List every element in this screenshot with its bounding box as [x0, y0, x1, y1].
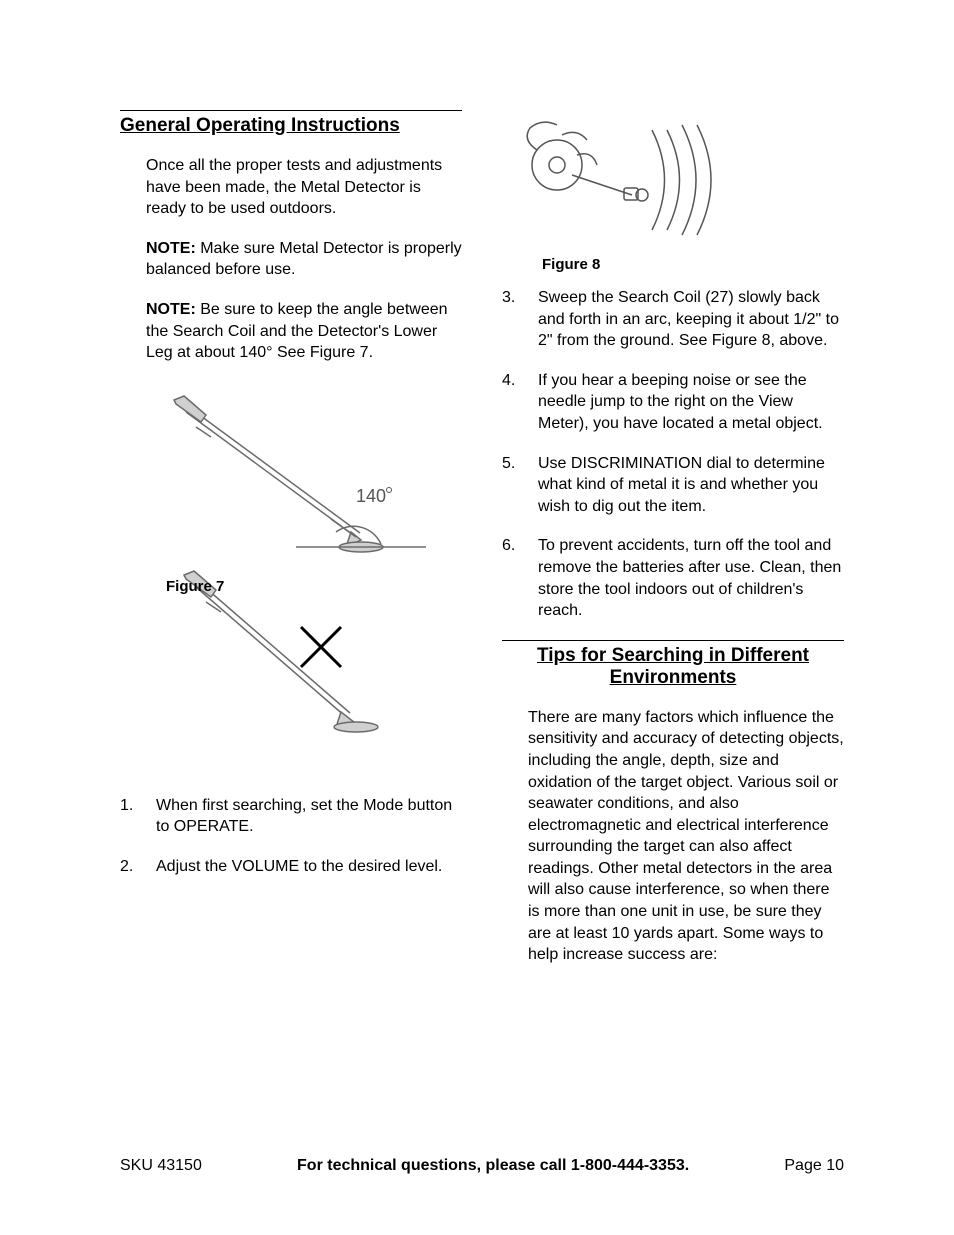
- tips-body: There are many factors which influence t…: [502, 707, 844, 966]
- step-5-text: Use DISCRIMINATION dial to determine wha…: [538, 453, 844, 518]
- two-column-layout: General Operating Instructions Once all …: [120, 110, 844, 984]
- heading-tips: Tips for Searching in Different Environm…: [502, 640, 844, 689]
- intro-paragraph: Once all the proper tests and adjustment…: [146, 155, 462, 220]
- step-6-text: To prevent accidents, turn off the tool …: [538, 535, 844, 621]
- step-3-text: Sweep the Search Coil (27) slowly back a…: [538, 287, 844, 352]
- figure-8: Figure 8: [502, 110, 844, 273]
- figure-7-svg: 140: [146, 382, 446, 742]
- tips-paragraph: There are many factors which influence t…: [528, 707, 844, 966]
- page-footer: SKU 43150 For technical questions, pleas…: [120, 1157, 844, 1175]
- step-6: 6. To prevent accidents, turn off the to…: [502, 535, 844, 621]
- note-2: NOTE: Be sure to keep the angle between …: [146, 299, 462, 364]
- figure-7: 140: [146, 382, 462, 765]
- step-1-text: When first searching, set the Mode butto…: [156, 795, 462, 838]
- left-steps: 1. When first searching, set the Mode bu…: [120, 795, 462, 878]
- angle-label: 140: [356, 486, 386, 506]
- step-3-num: 3.: [502, 287, 538, 352]
- step-2-num: 2.: [120, 856, 156, 878]
- heading-general-operating: General Operating Instructions: [120, 110, 462, 137]
- figure-8-svg: [502, 110, 722, 250]
- step-1-num: 1.: [120, 795, 156, 838]
- step-3: 3. Sweep the Search Coil (27) slowly bac…: [502, 287, 844, 352]
- step-4-text: If you hear a beeping noise or see the n…: [538, 370, 844, 435]
- step-4: 4. If you hear a beeping noise or see th…: [502, 370, 844, 435]
- document-page: General Operating Instructions Once all …: [0, 0, 954, 1235]
- step-4-num: 4.: [502, 370, 538, 435]
- left-column: General Operating Instructions Once all …: [120, 110, 462, 984]
- footer-page-number: Page 10: [784, 1157, 844, 1175]
- left-body: Once all the proper tests and adjustment…: [120, 155, 462, 765]
- note-2-label: NOTE:: [146, 301, 196, 318]
- step-6-num: 6.: [502, 535, 538, 621]
- step-5-num: 5.: [502, 453, 538, 518]
- footer-phone: For technical questions, please call 1-8…: [297, 1157, 689, 1175]
- right-column: Figure 8 3. Sweep the Search Coil (27) s…: [502, 110, 844, 984]
- step-1: 1. When first searching, set the Mode bu…: [120, 795, 462, 838]
- figure-7-caption: Figure 7: [166, 578, 246, 595]
- right-steps: 3. Sweep the Search Coil (27) slowly bac…: [502, 287, 844, 622]
- note-1-label: NOTE:: [146, 240, 196, 257]
- step-2: 2. Adjust the VOLUME to the desired leve…: [120, 856, 462, 878]
- step-5: 5. Use DISCRIMINATION dial to determine …: [502, 453, 844, 518]
- footer-sku: SKU 43150: [120, 1157, 202, 1175]
- figure-8-caption: Figure 8: [542, 256, 844, 273]
- step-2-text: Adjust the VOLUME to the desired level.: [156, 856, 462, 878]
- note-1: NOTE: Make sure Metal Detector is proper…: [146, 238, 462, 281]
